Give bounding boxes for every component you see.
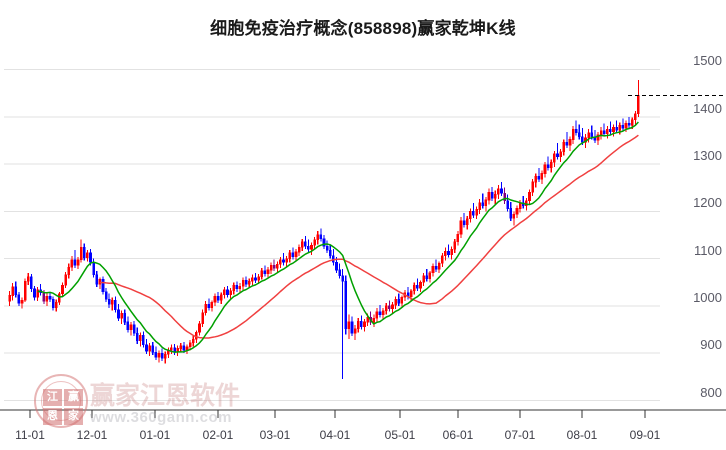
x-axis-tick-label: 03-01 [259, 428, 291, 442]
x-axis-tick-label: 02-01 [202, 428, 234, 442]
y-axis-tick-label: 1400 [693, 100, 722, 116]
y-axis-tick-label: 1500 [693, 53, 722, 69]
x-axis-tick-label: 09-01 [629, 428, 661, 442]
y-axis-tick-label: 900 [700, 337, 722, 353]
y-axis-tick-label: 1000 [693, 289, 722, 305]
x-axis-tick-label: 12-01 [76, 428, 108, 442]
y-axis-tick-label: 1300 [693, 148, 722, 164]
x-axis-tick-label: 08-01 [566, 428, 598, 442]
x-axis-tick-label: 07-01 [504, 428, 536, 442]
y-axis-tick-label: 800 [700, 384, 722, 400]
x-axis-tick-label: 06-01 [442, 428, 474, 442]
y-axis-tick-label: 1200 [693, 195, 722, 211]
x-axis-tick-label: 04-01 [319, 428, 351, 442]
page-title: 细胞免疫治疗概念(858898)赢家乾坤K线 [210, 19, 516, 38]
x-axis-tick-label: 01-01 [139, 428, 171, 442]
x-axis-tick-label: 05-01 [384, 428, 416, 442]
x-axis-tick-label: 11-01 [15, 428, 45, 442]
y-axis-tick-label: 1100 [694, 242, 722, 258]
